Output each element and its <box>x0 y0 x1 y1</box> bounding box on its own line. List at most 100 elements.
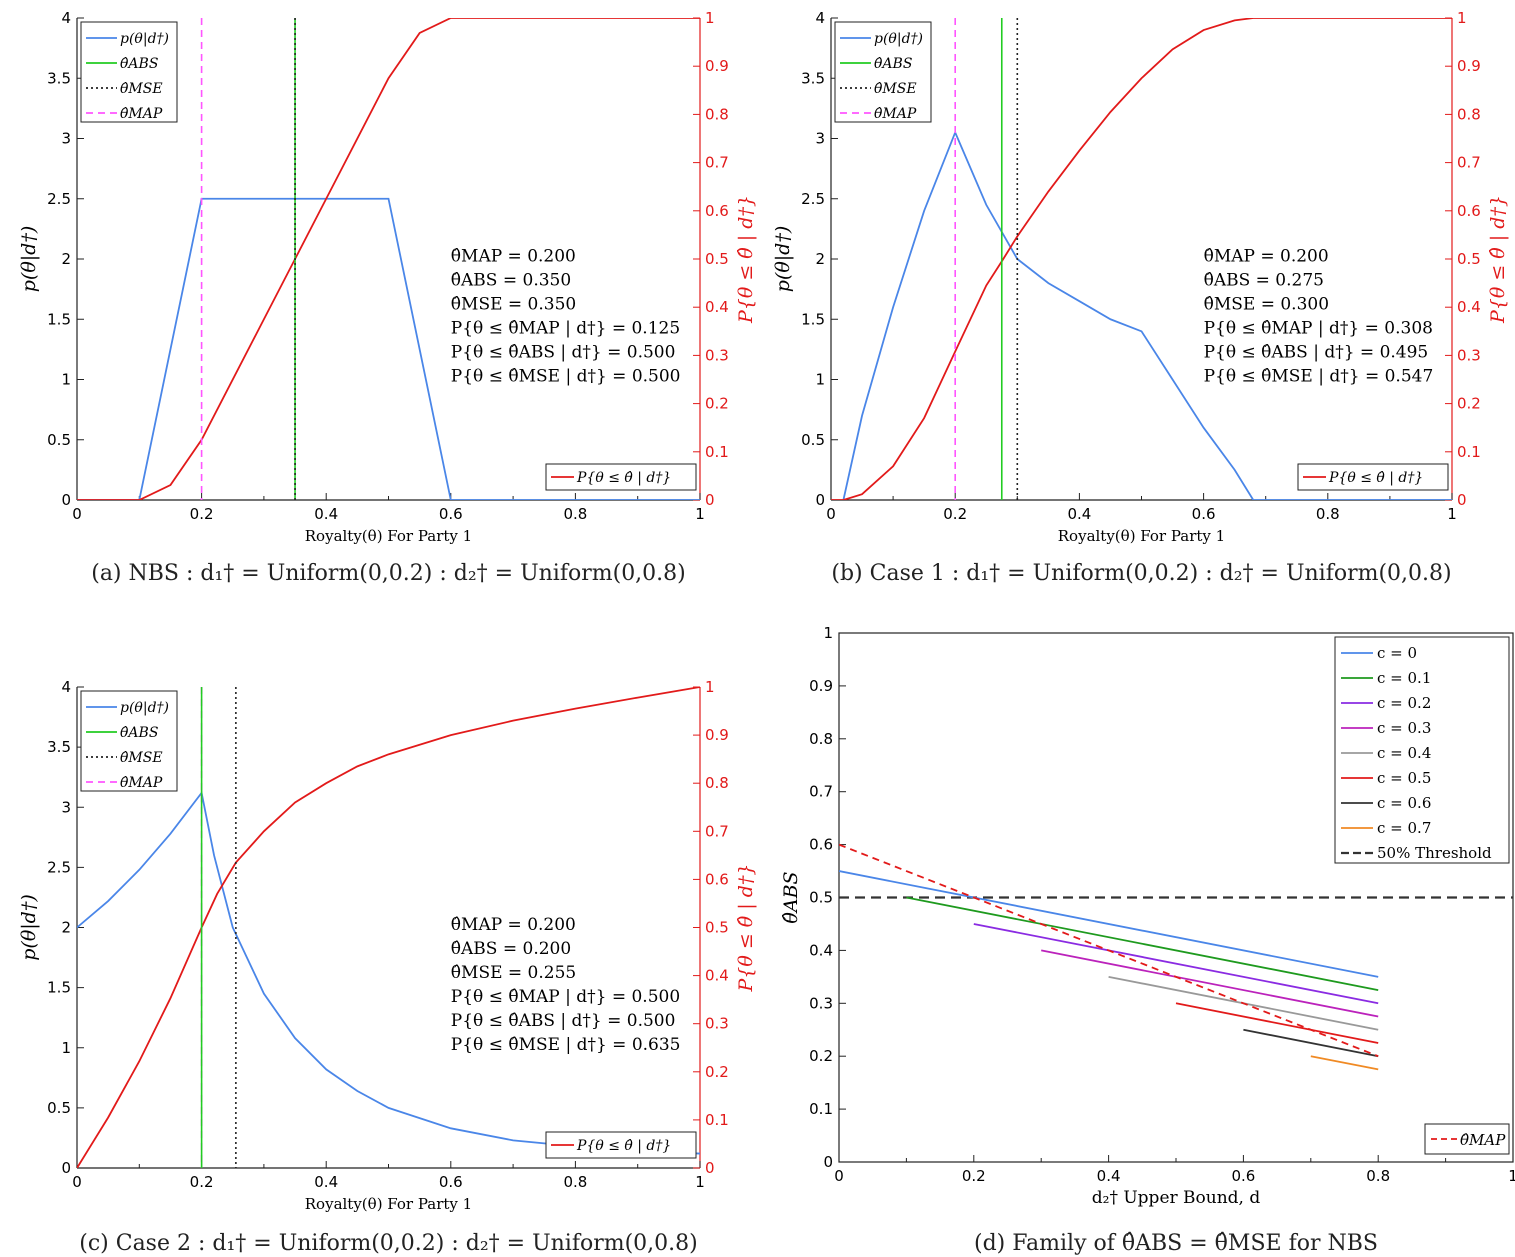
y-tick-label: 0.7 <box>809 783 833 801</box>
right-y-tick-label: 0.7 <box>705 154 729 172</box>
legend-label: θ̂MSE <box>120 750 163 766</box>
x-tick-label: 0.4 <box>314 1173 338 1191</box>
y-tick-label: 0 <box>823 1153 833 1171</box>
legend-label: θ̂MAP <box>1460 1131 1506 1149</box>
series-line <box>839 870 1379 978</box>
series-line <box>906 896 1379 991</box>
series-line <box>973 923 1379 1005</box>
right-y-tick-label: 0.5 <box>705 919 729 937</box>
cdf-line <box>77 687 700 1168</box>
y-tick-label: 0.6 <box>809 836 833 854</box>
right-y-tick-label: 0.9 <box>1457 57 1481 75</box>
legend-top: p(θ|d†) θ̂ABS θ̂MSE θ̂MAP <box>834 21 932 123</box>
right-y-axis-label: P{θ ≤ θ̂ | d†} <box>1487 195 1509 324</box>
legend-label: c = 0.1 <box>1377 669 1431 687</box>
right-y-tick-label: 0.3 <box>1457 346 1481 364</box>
right-y-tick-label: 0.9 <box>705 726 729 744</box>
legend-label: c = 0.6 <box>1377 794 1431 812</box>
legend-label: P{θ ≤ θ̂ | d†} <box>576 1138 671 1154</box>
y-tick-label: 1.5 <box>47 979 71 997</box>
legend-top: p(θ|d†) θ̂ABS θ̂MSE θ̂MAP <box>80 21 178 123</box>
panel-a: 0 0.2 0.4 0.6 0.8 100.511.522.533.5400.10.20.… <box>18 9 757 586</box>
panel-d: 0 0.2 0.4 0.6 0.8 1 0 0.1 0.2 0.3 0.4 0.5 0.6 0.7 0.8 0… <box>780 624 1515 1256</box>
legend-label: θ̂MSE <box>120 81 163 97</box>
y-tick-label: 3.5 <box>47 738 71 756</box>
map-line <box>839 843 1379 1058</box>
pdf-line <box>842 130 1452 500</box>
x-tick-label: 0 <box>826 505 836 523</box>
x-tick-label: 0.6 <box>1231 1167 1255 1185</box>
right-y-tick-label: 0.6 <box>705 870 729 888</box>
x-tick-label: 0 <box>834 1167 844 1185</box>
right-y-tick-label: 1 <box>1457 9 1467 27</box>
y-tick-label: 0 <box>61 1159 71 1177</box>
x-tick-label: 1 <box>695 1173 705 1191</box>
x-tick-label: 1 <box>1447 505 1457 523</box>
x-tick-label: 0.8 <box>563 1173 587 1191</box>
x-tick-label: 0.6 <box>439 1173 463 1191</box>
y-tick-label: 0.5 <box>809 889 833 907</box>
x-tick-label: 0.4 <box>314 505 338 523</box>
y-tick-label: 2.5 <box>47 190 71 208</box>
legend-label: c = 0.7 <box>1377 819 1431 837</box>
right-y-tick-label: 1 <box>705 9 715 27</box>
legend-label: θ̂MAP <box>120 775 163 791</box>
legend-box <box>1334 636 1510 864</box>
annotation-text: θ̂MAP = 0.200 <box>451 246 576 266</box>
x-tick-label: 0.6 <box>439 505 463 523</box>
annotation-text: P{θ ≤ θ̂MAP | d†} = 0.308 <box>1204 318 1433 338</box>
x-tick-label: 1 <box>695 505 705 523</box>
y-axis-label: p(θ|d†) <box>18 226 40 293</box>
series-line <box>1243 1028 1379 1058</box>
y-tick-label: 4 <box>61 9 71 27</box>
right-y-tick-label: 0.1 <box>705 1111 729 1129</box>
y-tick-label: 0 <box>61 491 71 509</box>
y-tick-label: 0.5 <box>801 431 825 449</box>
legend-box <box>1424 1123 1510 1155</box>
right-y-tick-label: 0.6 <box>1457 202 1481 220</box>
legend-label: c = 0.3 <box>1377 719 1431 737</box>
x-tick-label: 0 <box>72 1173 82 1191</box>
x-axis-label: Royalty(θ) For Party 1 <box>1058 527 1225 545</box>
panel-caption: (d) Family of θ̂ABS = θ̂MSE for NBS <box>974 1231 1378 1256</box>
series-line <box>1041 949 1379 1018</box>
plot-area <box>77 18 700 500</box>
x-tick-label: 0.2 <box>190 505 214 523</box>
right-y-tick-label: 0.9 <box>705 57 729 75</box>
panel-caption: (b) Case 1 : d₁† = Uniform(0,0.2) : d₂† … <box>831 561 1451 586</box>
x-tick-label: 1 <box>1508 1167 1515 1185</box>
legend-top: p(θ|d†) θ̂ABS θ̂MSE θ̂MAP <box>80 690 178 792</box>
panel-b: 0 0.2 0.4 0.6 0.8 100.511.522.533.5400.10.20.… <box>772 9 1509 586</box>
legend-bottom: P{θ ≤ θ̂ | d†} <box>545 463 697 491</box>
annotation-text: θ̂ABS = 0.350 <box>451 270 571 290</box>
right-y-tick-label: 0.4 <box>705 298 729 316</box>
annotation-text: θ̂MSE = 0.255 <box>451 963 576 983</box>
legend-bottom: θ̂MAP <box>1424 1123 1510 1155</box>
right-y-tick-label: 0.5 <box>705 250 729 268</box>
x-tick-label: 0.4 <box>1097 1167 1121 1185</box>
y-tick-label: 3 <box>815 130 825 148</box>
legend-label: P{θ ≤ θ̂ | d†} <box>576 470 671 486</box>
x-tick-label: 0.8 <box>1316 505 1340 523</box>
annotation-text: θ̂MSE = 0.350 <box>451 294 576 314</box>
legend-bottom: P{θ ≤ θ̂ | d†} <box>1297 463 1449 491</box>
y-axis-label: θ̂ABS <box>780 871 802 923</box>
legend-label: θ̂ABS <box>120 725 158 741</box>
right-y-tick-label: 0 <box>705 491 715 509</box>
y-tick-label: 0.1 <box>809 1100 833 1118</box>
annotation-text: P{θ ≤ θ̂MAP | d†} = 0.500 <box>451 987 680 1007</box>
x-tick-label: 0 <box>72 505 82 523</box>
right-y-tick-label: 0.3 <box>705 346 729 364</box>
right-y-tick-label: 0.1 <box>1457 443 1481 461</box>
legend-label: p(θ|d†) <box>120 31 169 47</box>
x-tick-label: 0.2 <box>190 1173 214 1191</box>
x-tick-label: 0.8 <box>563 505 587 523</box>
annotation-text: P{θ ≤ θ̂ABS | d†} = 0.500 <box>451 342 676 362</box>
right-y-tick-label: 0.7 <box>1457 154 1481 172</box>
x-tick-label: 0.8 <box>1366 1167 1390 1185</box>
annotation-text: P{θ ≤ θ̂ABS | d†} = 0.500 <box>451 1011 676 1031</box>
right-y-axis-label: P{θ ≤ θ̂ | d†} <box>735 195 757 324</box>
y-tick-label: 3.5 <box>801 69 825 87</box>
x-tick-label: 0.2 <box>962 1167 986 1185</box>
